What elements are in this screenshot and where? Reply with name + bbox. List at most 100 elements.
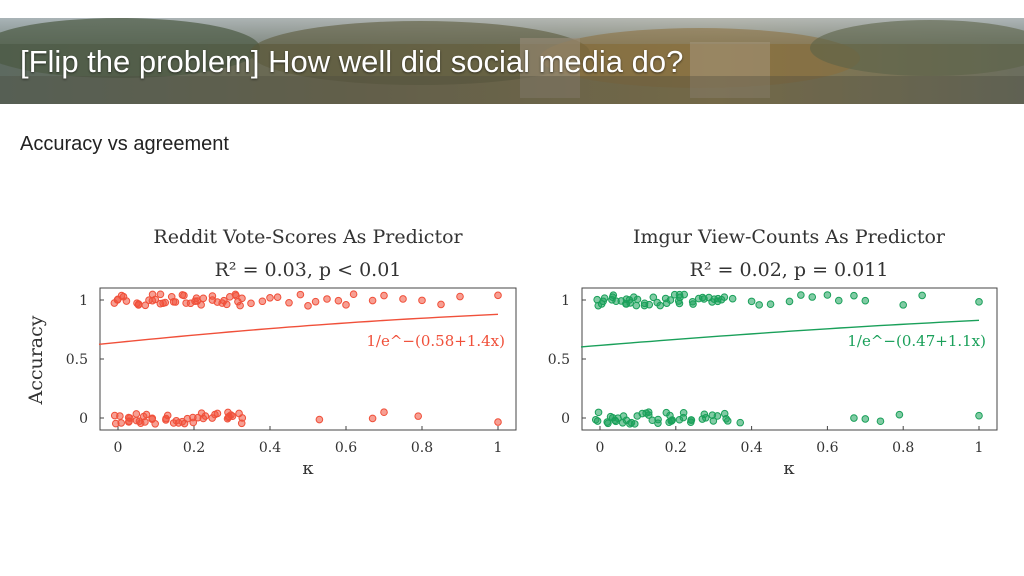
- data-point: [614, 414, 622, 422]
- data-point: [736, 418, 745, 427]
- data-point: [151, 295, 160, 304]
- data-point: [667, 417, 676, 425]
- data-point: [199, 414, 208, 423]
- data-point: [630, 420, 639, 428]
- y-tick-label: 0.5: [548, 352, 570, 368]
- data-point: [342, 301, 350, 309]
- data-point: [747, 297, 756, 306]
- data-point: [918, 291, 926, 300]
- y-tick-label: 0: [561, 411, 570, 427]
- data-point: [247, 299, 255, 308]
- data-point: [632, 301, 641, 310]
- x-axis-label: κ: [783, 458, 795, 479]
- data-point: [139, 412, 148, 421]
- data-point: [315, 415, 324, 424]
- y-tick-label: 1: [561, 293, 570, 309]
- data-point: [895, 410, 904, 419]
- data-point: [296, 290, 305, 299]
- data-point: [689, 300, 697, 308]
- data-point: [199, 294, 208, 303]
- data-point: [834, 296, 843, 305]
- data-point: [258, 297, 267, 306]
- data-point: [163, 411, 172, 420]
- data-point: [418, 296, 426, 305]
- data-point: [151, 420, 159, 428]
- data-point: [594, 301, 603, 310]
- chart-stat: R² = 0.02, p = 0.011: [690, 259, 889, 281]
- data-point: [399, 295, 407, 303]
- data-point: [323, 295, 331, 303]
- data-point: [234, 297, 242, 306]
- data-point: [222, 300, 231, 309]
- title-banner: [0, 18, 1024, 104]
- data-point: [720, 409, 729, 418]
- data-point: [189, 418, 198, 427]
- x-tick-label: 0: [596, 440, 605, 456]
- x-tick-label: 1: [975, 440, 984, 456]
- data-point: [119, 292, 128, 301]
- data-point: [180, 291, 188, 300]
- data-point: [349, 290, 358, 299]
- data-point: [609, 291, 618, 299]
- data-point: [675, 415, 684, 424]
- y-tick-label: 1: [79, 293, 88, 309]
- chart-title: Reddit Vote-Scores As Predictor: [153, 226, 463, 248]
- data-point: [494, 418, 502, 426]
- data-point: [208, 292, 217, 300]
- chart-reddit: Reddit Vote-Scores As Predictor R² = 0.0…: [25, 226, 517, 479]
- data-point: [797, 291, 805, 299]
- data-point: [273, 293, 282, 302]
- data-point: [414, 412, 423, 420]
- charts-area: Reddit Vote-Scores As Predictor R² = 0.0…: [25, 226, 998, 479]
- data-point: [211, 410, 219, 419]
- data-point: [266, 294, 274, 302]
- data-point: [808, 293, 817, 301]
- data-point: [876, 417, 885, 426]
- data-point: [600, 294, 609, 302]
- data-point: [975, 298, 983, 306]
- x-tick-label: 0.6: [335, 440, 357, 456]
- x-tick-label: 0.2: [665, 440, 687, 456]
- data-point: [186, 299, 195, 308]
- data-point: [368, 414, 377, 423]
- data-point: [899, 301, 908, 309]
- data-point: [193, 297, 202, 305]
- data-point: [334, 296, 343, 305]
- chart-title: Imgur View-Counts As Predictor: [633, 226, 946, 248]
- data-point: [654, 415, 662, 424]
- data-point: [717, 295, 726, 304]
- data-point: [649, 293, 658, 302]
- slide-title: [Flip the problem] How well did social m…: [20, 44, 684, 79]
- data-point: [728, 294, 737, 303]
- x-tick-label: 0.6: [816, 440, 838, 456]
- x-tick-label: 0.8: [411, 440, 433, 456]
- chart-stat: R² = 0.03, p < 0.01: [215, 259, 402, 281]
- data-point: [116, 412, 124, 420]
- data-point: [975, 411, 983, 420]
- data-point: [594, 408, 603, 417]
- data-point: [169, 297, 178, 306]
- slide-subtitle: Accuracy vs agreement: [20, 133, 229, 155]
- data-point: [117, 419, 126, 427]
- plot-area: 0 0.2 0.4 0.6 0.8 1 0 0.5 1: [548, 287, 998, 456]
- y-tick-label: 0.5: [66, 352, 88, 368]
- data-point: [437, 300, 445, 309]
- data-point: [285, 298, 293, 307]
- x-axis-label: κ: [302, 458, 314, 479]
- x-tick-label: 0: [114, 440, 123, 456]
- data-point: [494, 291, 502, 300]
- data-point: [850, 414, 858, 422]
- fit-equation: 1/e^−(0.47+1.1x): [847, 332, 986, 350]
- x-tick-label: 0.4: [259, 440, 281, 456]
- data-point: [766, 300, 775, 309]
- data-point: [687, 416, 695, 424]
- data-point: [622, 416, 631, 425]
- data-point: [591, 415, 600, 424]
- data-point: [132, 410, 141, 418]
- data-point: [633, 295, 642, 304]
- data-point: [380, 408, 388, 417]
- data-point: [850, 291, 858, 300]
- data-point: [134, 300, 143, 308]
- data-point: [227, 411, 235, 419]
- data-point: [156, 290, 165, 299]
